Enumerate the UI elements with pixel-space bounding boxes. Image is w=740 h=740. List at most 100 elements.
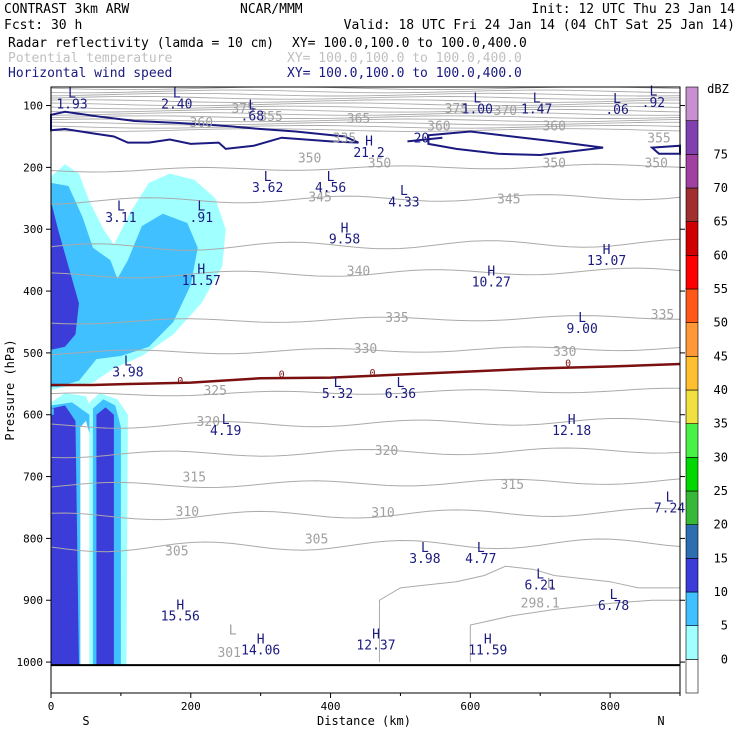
valid-time: Valid: 18 UTC Fri 24 Jan 14 (04 ChT Sat …	[344, 18, 735, 33]
theta-label: 335	[333, 132, 356, 147]
theta-contours	[50, 86, 681, 663]
field-3-name: Horizontal wind speed	[8, 66, 172, 81]
wind-extremum-marker: L	[610, 588, 618, 603]
wind-extremum-value: .68	[241, 109, 264, 124]
x-end-right: N	[657, 714, 664, 728]
theta-label: 350	[542, 156, 565, 171]
theta-contour	[50, 447, 681, 459]
wind-extremum-marker: L	[477, 541, 485, 556]
wind-extremum-marker: H	[197, 263, 205, 278]
theta-contour	[50, 125, 681, 129]
colorbar: 0 5 10 15 20 25 30 35 40 45 50 55 60 65 70 75 dBZ	[685, 82, 729, 694]
plot-frame	[50, 86, 681, 694]
wind-extremum-marker: L	[197, 200, 205, 215]
wind-extremum-value: .92	[642, 96, 665, 111]
wind-extremum-value: 15.56	[161, 610, 200, 625]
theta-label: 360	[190, 116, 213, 131]
wind-extremum-marker: L	[400, 184, 408, 199]
colorbar-swatch	[685, 389, 699, 424]
theta-label: 325	[203, 384, 226, 399]
plot-area	[51, 87, 680, 693]
wind-contour-label: 0	[369, 368, 375, 379]
wind-extremum-marker: L	[117, 200, 125, 215]
wind-extremum-marker: L	[396, 376, 404, 391]
theta-contour	[50, 238, 681, 251]
colorbar-swatch	[685, 187, 699, 222]
y-tick-label: 200	[23, 161, 43, 174]
wind-extremum-marker: L	[248, 98, 256, 113]
wind-extremum-marker: L	[334, 376, 342, 391]
theta-contour	[50, 507, 681, 521]
wind-extremum-value: 3.11	[105, 211, 136, 226]
colorbar-swatch	[685, 120, 699, 155]
colorbar-swatch	[685, 625, 699, 660]
wind-extremum-value: 4.77	[465, 552, 496, 567]
wind-extremum-value: 12.37	[356, 639, 395, 654]
forecast-hour: Fcst: 30 h	[4, 18, 82, 33]
wind-extremum-marker: H	[568, 413, 576, 428]
wind-extremum-marker: L	[222, 413, 230, 428]
wind-extremum-value: 1.47	[521, 103, 552, 118]
refl-edge	[51, 408, 54, 415]
wind-extremum-value: 4.19	[210, 424, 241, 439]
wind-extremum-value: 2.40	[161, 98, 192, 113]
wind-extremum-value: 9.00	[567, 322, 598, 337]
theta-contour	[50, 387, 680, 397]
wind-extremum-marker: L	[649, 85, 657, 100]
colorbar-swatch	[685, 154, 699, 189]
colorbar-label: 5	[721, 619, 728, 633]
theta-contour-low	[378, 565, 680, 663]
colorbar-label: 75	[714, 147, 728, 161]
theta-label: 305	[165, 545, 188, 560]
wind-extremum-value: 12.18	[552, 424, 591, 439]
y-tick-label: 700	[23, 471, 43, 484]
theta-contour	[50, 267, 681, 279]
wind-extremum-value: 6.78	[598, 599, 629, 614]
wind-contours	[50, 110, 681, 667]
model-title: CONTRAST 3km ARW	[4, 2, 129, 17]
wind-extremum-value: 11.59	[468, 644, 507, 659]
wind-extremum-value: 11.57	[182, 274, 221, 289]
wind-extremum-marker: L	[173, 87, 181, 102]
theta-contour	[50, 105, 681, 110]
x-tick-label: 400	[321, 700, 341, 713]
colorbar-label: 60	[714, 248, 728, 262]
reflectivity-fill	[51, 164, 226, 666]
colorbar-label: 0	[721, 652, 728, 666]
colorbar-label: 40	[714, 383, 728, 397]
theta-contour	[50, 102, 681, 107]
theta-contour	[50, 346, 681, 356]
y-tick-label: 300	[23, 223, 43, 236]
theta-label: 310	[371, 506, 394, 521]
wind-extremum-marker: L	[578, 311, 586, 326]
field-1-xy: XY= 100.0,100.0 to 100.0,400.0	[292, 36, 527, 51]
x-tick-label: 200	[181, 700, 201, 713]
theta-label: 345	[497, 192, 520, 207]
theta-label: 345	[308, 190, 331, 205]
colorbar-label: 65	[714, 215, 728, 229]
theta-extremum-marker: L	[229, 623, 237, 638]
theta-contour	[50, 194, 681, 205]
wind-contour-label: 0	[279, 370, 285, 381]
field-3-xy: XY= 100.0,100.0 to 100.0,400.0	[287, 66, 522, 81]
contour-labels: 375 375 370 365 360 360 360 355 355 335 350 350 350 3…	[56, 85, 685, 661]
theta-label: 315	[183, 471, 206, 486]
refl-15dbz-lower-b	[96, 407, 114, 666]
wind-extremum-value: 7.24	[654, 501, 685, 516]
theta-extremum-marker: L	[547, 577, 555, 592]
wind-extremum-value: 1.00	[462, 103, 493, 118]
colorbar-label: 45	[714, 349, 728, 363]
theta-label: 330	[553, 345, 576, 360]
y-tick-label: 1000	[17, 656, 44, 669]
field-2-xy: XY= 100.0,100.0 to 100.0,400.0	[287, 51, 522, 66]
theta-label: 370	[494, 104, 517, 119]
wind-extremum-value: 3.98	[112, 365, 143, 380]
wind-extremum-value: .91	[190, 211, 213, 226]
wind-extremum-value: 6.36	[385, 387, 416, 402]
wind-extremum-marker: L	[124, 354, 132, 369]
colorbar-swatch	[685, 524, 699, 559]
wind-extremum-marker: L	[327, 170, 335, 185]
theta-contour	[50, 92, 681, 97]
